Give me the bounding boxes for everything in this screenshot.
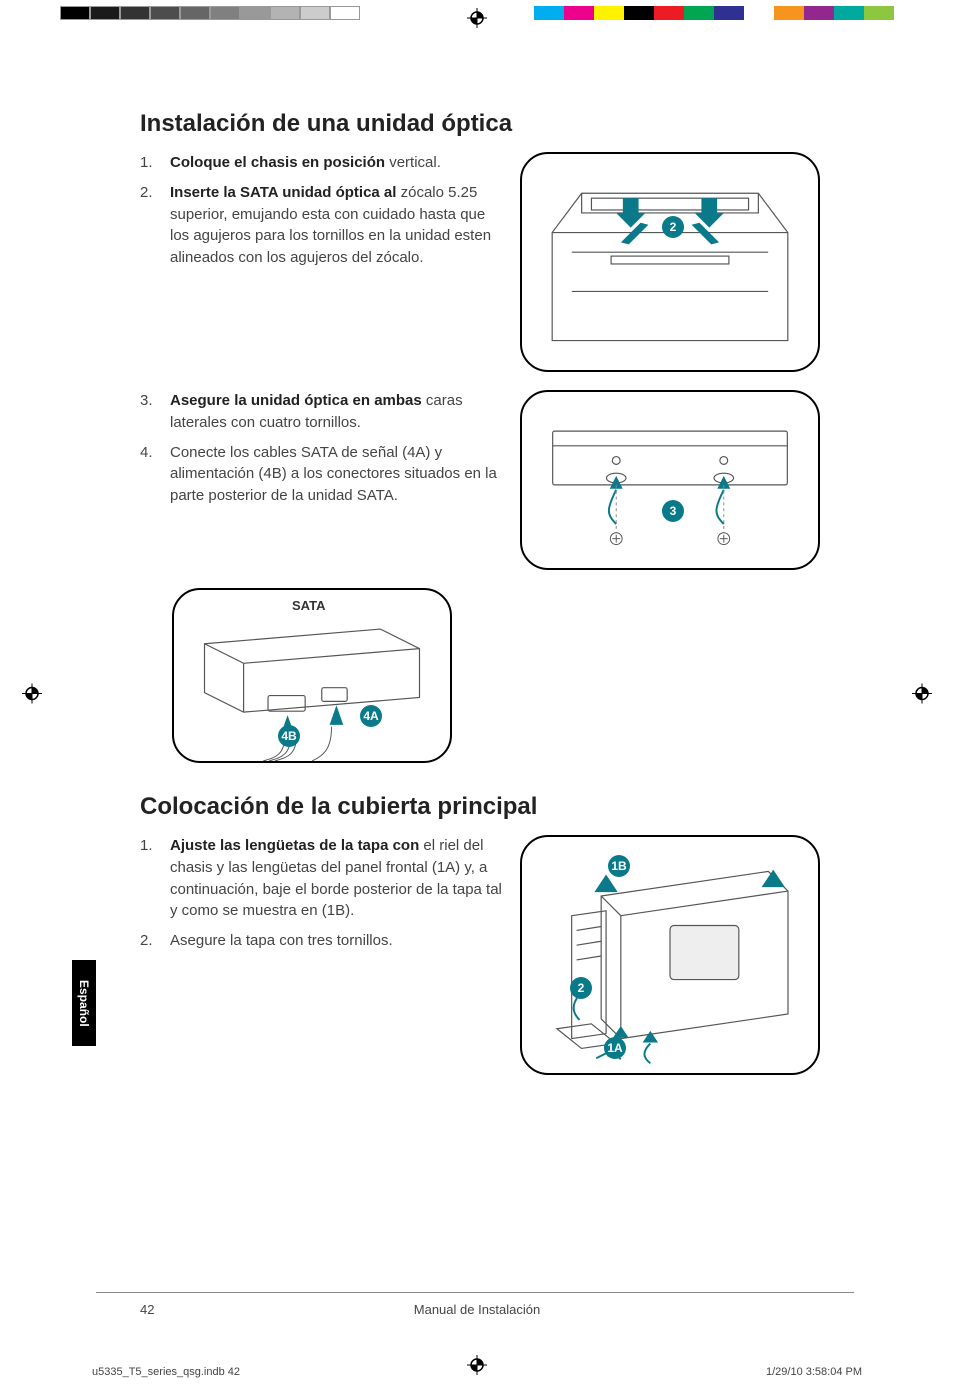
section-heading: Instalación de una unidad óptica [140, 110, 820, 138]
registration-mark-icon [467, 8, 487, 33]
item-number: 2. [140, 182, 170, 269]
figure-cover: 1B 2 1A [520, 835, 820, 1075]
indesign-slug: u5335_T5_series_qsg.indb 42 [92, 1366, 240, 1378]
sata-label: SATA [292, 598, 325, 613]
instruction-list: 1. Coloque el chasis en posición vertica… [140, 152, 502, 269]
item-number: 2. [140, 930, 170, 952]
print-timestamp: 1/29/10 3:58:04 PM [766, 1366, 862, 1378]
list-item: 3. Asegure la unidad óptica en ambas car… [140, 390, 502, 434]
footer-rule [96, 1292, 854, 1293]
list-item: 1. Coloque el chasis en posición vertica… [140, 152, 502, 174]
callout-1a: 1A [604, 1037, 626, 1059]
page-content: Instalación de una unidad óptica 1. Colo… [140, 110, 820, 1093]
language-tab: Español [72, 960, 96, 1046]
item-number: 3. [140, 390, 170, 434]
registration-mark-icon [912, 684, 932, 709]
item-number: 1. [140, 152, 170, 174]
registration-mark-icon [467, 1355, 487, 1380]
callout-1b: 1B [608, 855, 630, 877]
list-item: 1. Ajuste las lengüetas de la tapa con e… [140, 835, 502, 922]
instruction-list: 1. Ajuste las lengüetas de la tapa con e… [140, 835, 502, 952]
list-item: 4. Conecte los cables SATA de señal (4A)… [140, 442, 502, 507]
callout-4b: 4B [278, 725, 300, 747]
figure-side-screws: 3 [520, 390, 820, 570]
callout-4a: 4A [360, 705, 382, 727]
page-number: 42 [140, 1302, 154, 1317]
item-number: 4. [140, 442, 170, 507]
callout-2: 2 [662, 216, 684, 238]
list-item: 2. Asegure la tapa con tres tornillos. [140, 930, 502, 952]
list-item: 2. Inserte la SATA unidad óptica al zóca… [140, 182, 502, 269]
callout-3: 3 [662, 500, 684, 522]
callout-2: 2 [570, 977, 592, 999]
item-number: 1. [140, 835, 170, 922]
figure-chassis-top: 2 [520, 152, 820, 372]
instruction-list: 3. Asegure la unidad óptica en ambas car… [140, 390, 502, 507]
registration-mark-icon [22, 684, 42, 709]
footer-title: Manual de Instalación [414, 1302, 540, 1317]
figure-sata-cables: SATA 4A 4B [172, 588, 452, 763]
section-heading: Colocación de la cubierta principal [140, 793, 820, 821]
